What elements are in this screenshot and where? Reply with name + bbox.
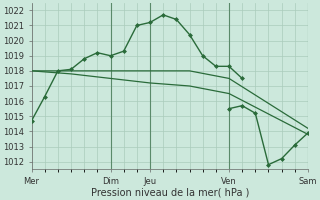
X-axis label: Pression niveau de la mer( hPa ): Pression niveau de la mer( hPa ) bbox=[91, 187, 249, 197]
